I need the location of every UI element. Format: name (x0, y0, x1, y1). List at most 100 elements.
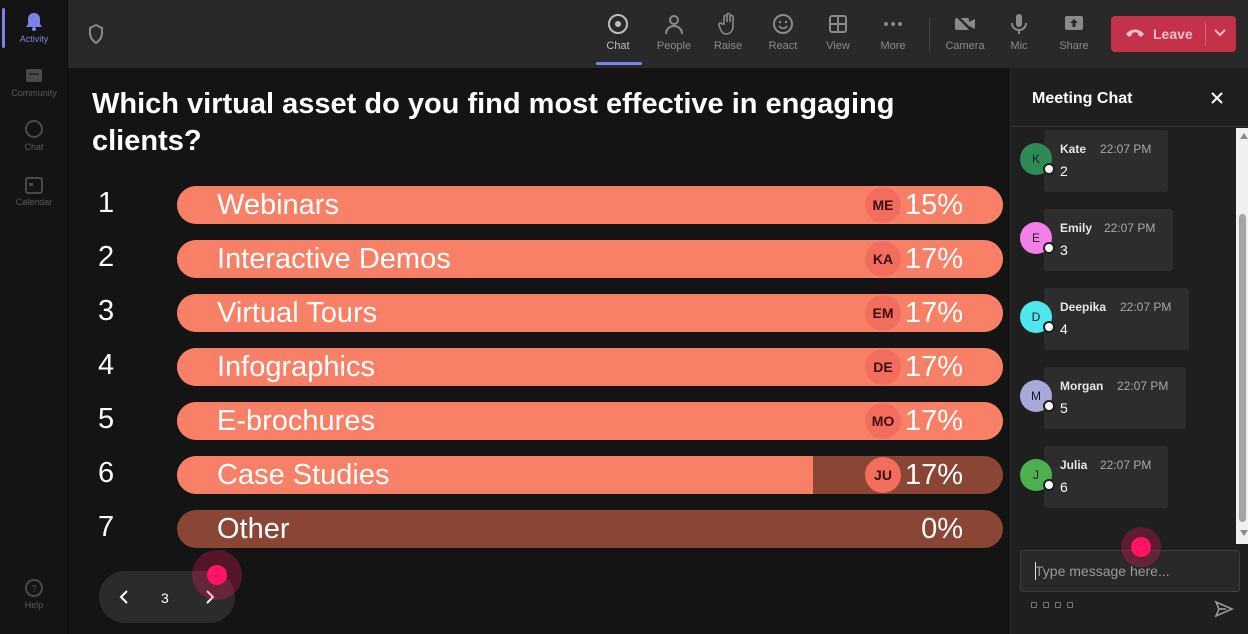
message-bubble: Emily 22:07 PM 3 (1044, 209, 1173, 271)
poll-option-bar[interactable]: Webinars ME 15% (177, 186, 1003, 224)
presence-status-icon (1043, 479, 1055, 491)
poll-option-label: Webinars (217, 189, 339, 221)
community-icon (26, 69, 42, 82)
sender-name: Deepika (1060, 300, 1107, 314)
poll-option-bar[interactable]: E-brochures MO 17% (177, 402, 1003, 440)
compose-format-icons (1031, 602, 1073, 608)
voter-avatar: EM (865, 295, 901, 331)
message-timestamp: 22:07 PM (1100, 458, 1152, 472)
toolbar-button-label: React (768, 40, 798, 52)
chat-divider (1011, 126, 1248, 127)
more-icon (884, 22, 902, 26)
toolbar-button-label: Raise (713, 40, 743, 52)
rail-item-label: Calendar (15, 197, 53, 207)
poll-option-percent: 17% (904, 297, 963, 329)
rail-item-help[interactable]: ? Help (0, 578, 68, 610)
close-icon[interactable] (1209, 90, 1225, 106)
toolbar-people-button[interactable]: People (648, 10, 700, 60)
message-bubble: Kate 22:07 PM 2 (1044, 130, 1168, 192)
scroll-up-arrow-icon[interactable] (1240, 133, 1248, 139)
camera-off-icon (955, 14, 975, 34)
poll-option-bar[interactable]: Case Studies JU 17% (177, 456, 1003, 494)
message-text: 6 (1060, 479, 1068, 495)
toolbar-button-label: Share (1059, 40, 1089, 52)
chat-message[interactable]: Kate 22:07 PM 2 K (1011, 128, 1235, 194)
toolbar-camera-button[interactable]: Camera (939, 10, 991, 60)
leave-button[interactable]: Leave (1111, 16, 1236, 52)
chat-compose-box[interactable] (1020, 550, 1240, 592)
chat-icon (25, 120, 43, 138)
bell-icon (26, 13, 42, 31)
chat-message[interactable]: Deepika 22:07 PM 4 D (1011, 286, 1235, 352)
attach-icon[interactable] (1043, 602, 1049, 608)
emoji-icon[interactable] (1055, 602, 1061, 608)
poll-option-fill (177, 456, 814, 494)
format-icon[interactable] (1031, 602, 1037, 608)
poll-option-bar[interactable]: Virtual Tours EM 17% (177, 294, 1003, 332)
poll-option-number: 2 (98, 241, 115, 273)
message-bubble: Julia 22:07 PM 6 (1044, 446, 1168, 508)
send-icon[interactable] (1214, 600, 1234, 618)
grid-icon (829, 15, 847, 33)
share-icon (1065, 16, 1083, 30)
toolbar-raise-button[interactable]: Raise (702, 10, 754, 60)
calendar-icon (25, 177, 43, 194)
poll-option-bar[interactable]: Infographics DE 17% (177, 348, 1003, 386)
toolbar-chat-button[interactable]: Chat (592, 10, 644, 60)
toolbar-react-button[interactable]: React (757, 10, 809, 60)
poll-option-percent: 15% (904, 189, 963, 221)
poll-option-percent: 0% (921, 513, 963, 545)
phone-hangup-icon (1126, 29, 1144, 37)
message-text: 3 (1060, 242, 1068, 258)
rail-item-label: Help (24, 600, 44, 610)
scroll-down-arrow-icon[interactable] (1240, 530, 1248, 536)
gif-icon[interactable] (1067, 602, 1073, 608)
presence-status-icon (1043, 242, 1055, 254)
svg-text:?: ? (31, 584, 37, 595)
toolbar-button-label: View (826, 40, 850, 52)
rail-item-activity[interactable]: Activity (0, 12, 68, 44)
chat-message[interactable]: Emily 22:07 PM 3 E (1011, 207, 1235, 273)
toolbar-view-button[interactable]: View (812, 10, 864, 60)
poll-option-bar[interactable]: Interactive Demos KA 17% (177, 240, 1003, 278)
shield-icon[interactable] (88, 24, 104, 44)
toolbar-button-label: People (656, 40, 692, 52)
poll-option-percent: 17% (904, 459, 963, 491)
rail-item-calendar[interactable]: Calendar (0, 175, 68, 207)
presence-status-icon (1043, 321, 1055, 333)
toolbar-divider (929, 18, 930, 52)
rail-item-community[interactable]: Community (0, 66, 68, 98)
chat-message[interactable]: Morgan 22:07 PM 5 M (1011, 365, 1235, 431)
poll-option-percent: 17% (904, 405, 963, 437)
toolbar-more-button[interactable]: More (867, 10, 919, 60)
scrollbar-thumb[interactable] (1239, 214, 1246, 522)
sender-name: Julia (1060, 458, 1088, 472)
leave-button-label: Leave (1153, 26, 1193, 42)
rail-item-label: Chat (24, 142, 44, 152)
message-timestamp: 22:07 PM (1104, 221, 1156, 235)
pointer-highlight (192, 550, 242, 600)
poll-option-number: 7 (98, 511, 115, 543)
chevron-down-icon[interactable] (1213, 28, 1227, 38)
chevron-right-icon[interactable] (203, 589, 217, 605)
chat-message[interactable]: Julia 22:07 PM 6 J (1011, 444, 1235, 510)
voter-avatar: KA (865, 241, 901, 277)
rail-item-chat[interactable]: Chat (0, 120, 68, 152)
toolbar-share-button[interactable]: Share (1048, 10, 1100, 60)
poll-option-number: 4 (98, 349, 115, 381)
chat-message-input[interactable] (1035, 561, 1231, 581)
poll-option-percent: 17% (904, 351, 963, 383)
chat-message-list[interactable]: Kate 22:07 PM 2 K Emily 22:07 PM 3 E Deepika 22:0… (1011, 128, 1235, 544)
toolbar-mic-button[interactable]: Mic (993, 10, 1045, 60)
voter-avatar: ME (865, 187, 901, 223)
poll-option-label: Interactive Demos (217, 243, 451, 275)
poll-option-bar[interactable]: Other 0% (177, 510, 1003, 548)
poll-option-number: 6 (98, 457, 115, 489)
app-rail: Activity Community Chat Calendar ? Help (0, 0, 68, 634)
message-text: 5 (1060, 400, 1068, 416)
chevron-left-icon[interactable] (117, 589, 131, 605)
chat-title: Meeting Chat (1032, 90, 1133, 107)
poll-option-number: 3 (98, 295, 115, 327)
message-timestamp: 22:07 PM (1100, 142, 1152, 156)
message-text: 2 (1060, 163, 1068, 179)
